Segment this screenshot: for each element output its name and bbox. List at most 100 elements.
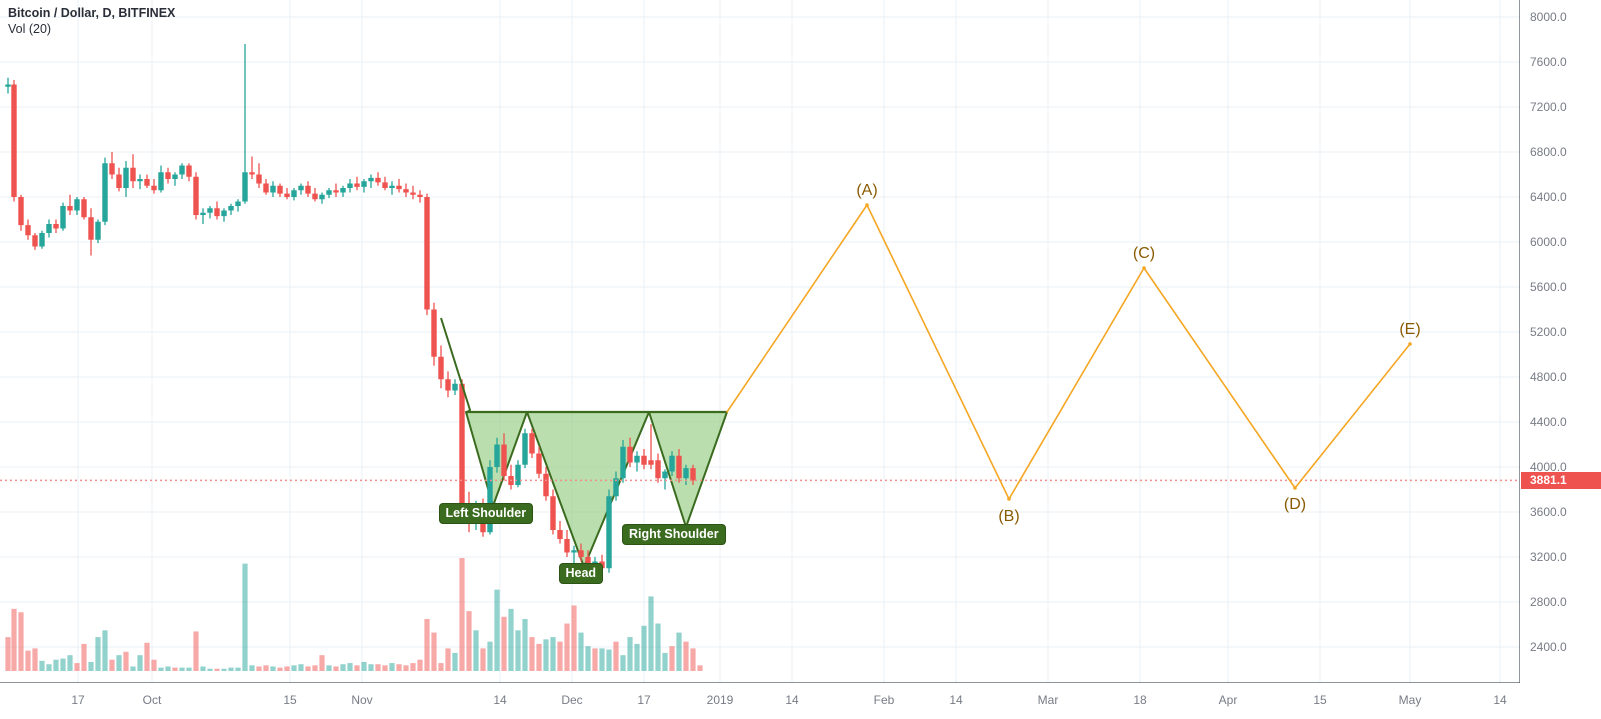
wave-pivot-point[interactable] bbox=[865, 203, 869, 207]
current-price-badge[interactable]: 3881.1 bbox=[1521, 471, 1601, 489]
volume-bar bbox=[529, 637, 535, 671]
candle-body bbox=[46, 224, 52, 233]
volume-bar bbox=[361, 661, 367, 671]
time-tick: 14 bbox=[785, 693, 799, 707]
candle-body bbox=[536, 453, 542, 474]
candle-body bbox=[88, 217, 94, 240]
wave-label-d[interactable]: (D) bbox=[1283, 496, 1307, 513]
price-tick: 3600.0 bbox=[1530, 505, 1567, 519]
candle-body bbox=[403, 189, 409, 193]
candle-body bbox=[312, 193, 318, 200]
candle-body bbox=[270, 185, 276, 193]
volume-bar bbox=[298, 664, 304, 671]
candle-body bbox=[144, 179, 150, 186]
candle-body bbox=[515, 464, 521, 485]
pattern-label-right-shoulder[interactable]: Right Shoulder bbox=[622, 524, 726, 545]
candle-body bbox=[200, 212, 206, 215]
candle-body bbox=[438, 356, 444, 380]
wave-label-a[interactable]: (A) bbox=[856, 182, 878, 199]
wave-pivot-point[interactable] bbox=[1007, 497, 1011, 501]
volume-bar bbox=[81, 643, 87, 671]
volume-bar bbox=[396, 664, 402, 671]
candle-body bbox=[221, 210, 227, 217]
candle-body bbox=[284, 193, 290, 197]
volume-bar bbox=[179, 667, 185, 671]
candle-body bbox=[242, 172, 248, 202]
time-axis[interactable]: 17 Oct 15 Nov 14 Dec 17 2019 14 Feb 14 Mar 18 Apr 15 Ma… bbox=[0, 683, 1601, 719]
volume-bar bbox=[641, 625, 647, 671]
candle-body bbox=[550, 496, 556, 530]
volume-bar bbox=[627, 637, 633, 671]
volume-bar bbox=[137, 655, 143, 671]
candle-body bbox=[389, 185, 395, 188]
downtrend-line[interactable] bbox=[440, 317, 472, 414]
candle-body bbox=[151, 185, 157, 191]
wave-label-c[interactable]: (C) bbox=[1132, 245, 1156, 262]
volume-bar bbox=[571, 605, 577, 671]
candle-body bbox=[375, 177, 381, 183]
volume-bar bbox=[445, 648, 451, 671]
volume-bar bbox=[102, 630, 108, 671]
candle-body bbox=[571, 550, 577, 553]
candle-body bbox=[81, 199, 87, 218]
volume-bar bbox=[459, 558, 465, 671]
candle-body bbox=[277, 185, 283, 194]
volume-bar bbox=[186, 667, 192, 671]
candle-body bbox=[641, 455, 647, 465]
candle-body bbox=[417, 194, 423, 197]
volume-bar bbox=[74, 663, 80, 671]
candle-body bbox=[11, 84, 17, 197]
candle-body bbox=[585, 557, 591, 566]
candle-body bbox=[683, 468, 689, 479]
candle-body bbox=[354, 183, 360, 187]
candle-body bbox=[347, 183, 353, 188]
candle-body bbox=[256, 174, 262, 184]
wave-pivot-point[interactable] bbox=[1408, 342, 1412, 346]
candle-body bbox=[487, 467, 493, 533]
price-tick: 2800.0 bbox=[1530, 595, 1567, 609]
time-tick: Dec bbox=[561, 693, 583, 707]
volume-bar bbox=[424, 619, 430, 671]
candle-body bbox=[109, 163, 115, 175]
candle-body bbox=[291, 190, 297, 197]
candle-body bbox=[263, 183, 269, 193]
volume-bar bbox=[326, 665, 332, 671]
volume-bar bbox=[410, 663, 416, 671]
wave-label-b[interactable]: (B) bbox=[998, 508, 1020, 525]
pattern-label-left-shoulder[interactable]: Left Shoulder bbox=[438, 503, 534, 524]
candle-body bbox=[116, 174, 122, 188]
volume-bar bbox=[557, 641, 563, 671]
volume-bar bbox=[228, 667, 234, 671]
time-tick: Feb bbox=[873, 693, 895, 707]
candle-body bbox=[137, 179, 143, 182]
wave-projection-path[interactable] bbox=[726, 204, 1411, 500]
volume-bar bbox=[368, 664, 374, 671]
time-tick: May bbox=[1398, 693, 1422, 707]
grid-layer bbox=[0, 0, 1520, 693]
candle-body bbox=[333, 190, 339, 193]
volume-bar bbox=[487, 641, 493, 671]
volume-bar bbox=[354, 665, 360, 671]
volume-bar bbox=[67, 655, 73, 671]
wave-label-e[interactable]: (E) bbox=[1399, 321, 1421, 338]
volume-bar bbox=[592, 648, 598, 671]
time-tick: 18 bbox=[1133, 693, 1147, 707]
volume-bar bbox=[347, 663, 353, 671]
volume-bar bbox=[676, 632, 682, 671]
candle-body bbox=[74, 199, 80, 211]
volume-bar bbox=[473, 630, 479, 671]
volume-bar bbox=[123, 651, 129, 671]
candle-body bbox=[53, 224, 59, 229]
volume-bar bbox=[39, 660, 45, 671]
price-tick: 8000.0 bbox=[1530, 10, 1567, 24]
wave-pivot-point[interactable] bbox=[1293, 486, 1297, 490]
price-axis[interactable]: 8000.0 7600.0 7200.0 6800.0 6400.0 6000.0 5600… bbox=[1520, 0, 1601, 698]
wave-pivot-point[interactable] bbox=[1142, 266, 1146, 270]
volume-bar bbox=[606, 649, 612, 671]
volume-bars-layer bbox=[5, 558, 703, 671]
pattern-label-head[interactable]: Head bbox=[558, 563, 604, 584]
candle-body bbox=[95, 221, 101, 240]
price-tick: 4400.0 bbox=[1530, 415, 1567, 429]
